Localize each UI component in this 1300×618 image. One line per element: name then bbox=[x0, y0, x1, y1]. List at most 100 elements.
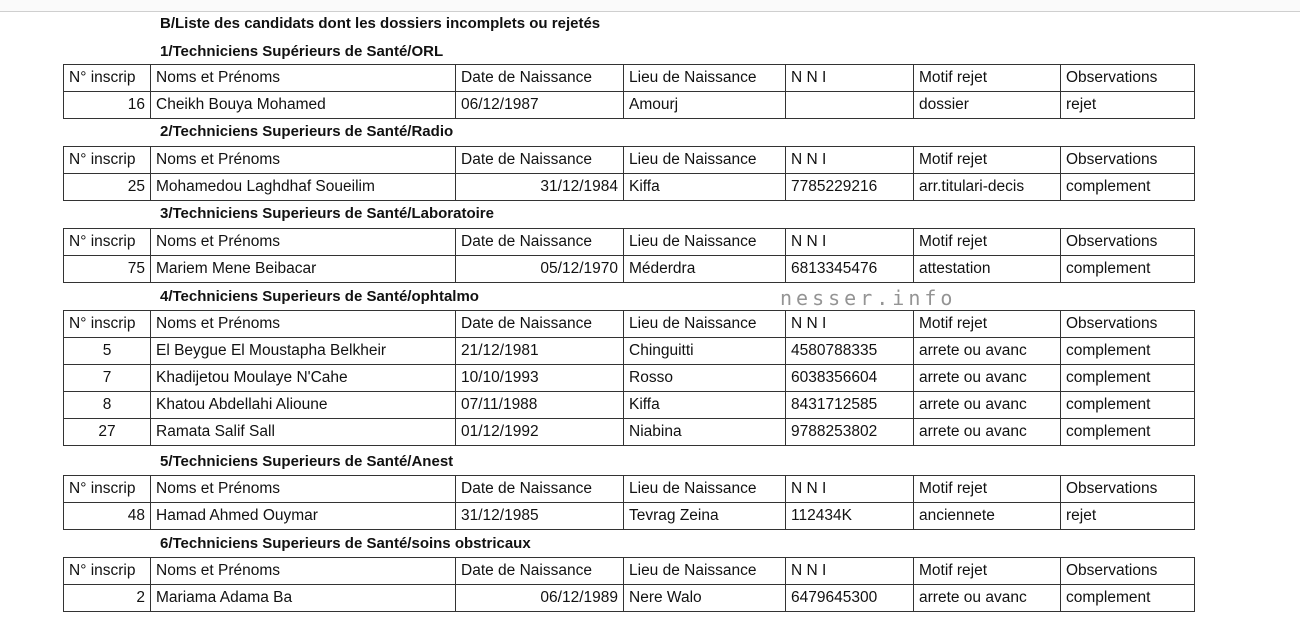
column-header: Noms et Prénoms bbox=[150, 557, 456, 585]
table-cell: Mariama Adama Ba bbox=[150, 584, 456, 612]
candidates-table: N° inscrip Noms et Prénoms Date de Naissan… bbox=[63, 228, 1195, 283]
table-row: 75 Mariem Mene Beibacar 05/12/1970 Méderdra… bbox=[63, 255, 1195, 283]
column-header: N° inscrip bbox=[63, 146, 151, 174]
column-header: N° inscrip bbox=[63, 310, 151, 338]
column-header: Noms et Prénoms bbox=[150, 64, 456, 92]
table-cell: complement bbox=[1060, 418, 1195, 446]
table-cell: 05/12/1970 bbox=[455, 255, 624, 283]
table-cell: 01/12/1992 bbox=[455, 418, 624, 446]
section-heading: 3/Techniciens Superieurs de Santé/Labora… bbox=[160, 205, 494, 222]
table-cell: Chinguitti bbox=[623, 337, 786, 365]
table-cell: Nere Walo bbox=[623, 584, 786, 612]
table-cell: 6038356604 bbox=[785, 364, 914, 392]
top-band bbox=[0, 0, 1300, 12]
table-cell: Amourj bbox=[623, 91, 786, 119]
header-row: N° inscrip Noms et Prénoms Date de Naissan… bbox=[63, 228, 1195, 256]
column-header: N° inscrip bbox=[63, 475, 151, 503]
column-header: Motif rejet bbox=[913, 228, 1061, 256]
table-cell: 4580788335 bbox=[785, 337, 914, 365]
header-row: N° inscrip Noms et Prénoms Date de Naissan… bbox=[63, 475, 1195, 503]
column-header: Date de Naissance bbox=[455, 310, 624, 338]
column-header: Noms et Prénoms bbox=[150, 475, 456, 503]
table-cell: complement bbox=[1060, 337, 1195, 365]
table-cell: arrete ou avanc bbox=[913, 584, 1061, 612]
table-cell: 06/12/1989 bbox=[455, 584, 624, 612]
table-cell: El Beygue El Moustapha Belkheir bbox=[150, 337, 456, 365]
table-cell: arrete ou avanc bbox=[913, 391, 1061, 419]
section-heading: 2/Techniciens Superieurs de Santé/Radio bbox=[160, 123, 454, 140]
column-header: Observations bbox=[1060, 146, 1195, 174]
column-header: Lieu de Naissance bbox=[623, 557, 786, 585]
column-header: N N I bbox=[785, 310, 914, 338]
table-cell: 8431712585 bbox=[785, 391, 914, 419]
table-cell: Mariem Mene Beibacar bbox=[150, 255, 456, 283]
header-row: N° inscrip Noms et Prénoms Date de Naissan… bbox=[63, 64, 1195, 92]
column-header: N N I bbox=[785, 557, 914, 585]
table-cell: 6813345476 bbox=[785, 255, 914, 283]
table-cell: 112434K bbox=[785, 502, 914, 530]
table-cell: dossier bbox=[913, 91, 1061, 119]
section-heading: 1/Techniciens Supérieurs de Santé/ORL bbox=[160, 43, 444, 60]
table-cell: 2 bbox=[63, 584, 151, 612]
watermark: nesser.info bbox=[780, 286, 957, 310]
table-cell: 06/12/1987 bbox=[455, 91, 624, 119]
table-cell: 31/12/1985 bbox=[455, 502, 624, 530]
table-cell: arrete ou avanc bbox=[913, 337, 1061, 365]
header-row: N° inscrip Noms et Prénoms Date de Naissan… bbox=[63, 310, 1195, 338]
table-cell: 31/12/1984 bbox=[455, 173, 624, 201]
column-header: Noms et Prénoms bbox=[150, 310, 456, 338]
table-cell: 16 bbox=[63, 91, 151, 119]
candidates-table: N° inscrip Noms et Prénoms Date de Naissan… bbox=[63, 146, 1195, 201]
table-cell: rejet bbox=[1060, 502, 1195, 530]
table-cell: 5 bbox=[63, 337, 151, 365]
column-header: Motif rejet bbox=[913, 146, 1061, 174]
column-header: Motif rejet bbox=[913, 64, 1061, 92]
table-cell: Cheikh Bouya Mohamed bbox=[150, 91, 456, 119]
table-row: 7 Khadijetou Moulaye N'Cahe 10/10/1993 Ross… bbox=[63, 364, 1195, 392]
table-cell: anciennete bbox=[913, 502, 1061, 530]
table-cell: 7785229216 bbox=[785, 173, 914, 201]
table-cell: Khatou Abdellahi Alioune bbox=[150, 391, 456, 419]
candidates-table: N° inscrip Noms et Prénoms Date de Naissan… bbox=[63, 475, 1195, 530]
table-cell: 75 bbox=[63, 255, 151, 283]
column-header: Lieu de Naissance bbox=[623, 146, 786, 174]
table-row: 8 Khatou Abdellahi Alioune 07/11/1988 Kiffa… bbox=[63, 391, 1195, 419]
table-cell: Rosso bbox=[623, 364, 786, 392]
table-row: 25 Mohamedou Laghdhaf Soueilim 31/12/1984 K… bbox=[63, 173, 1195, 201]
column-header: Observations bbox=[1060, 310, 1195, 338]
table-cell: Mohamedou Laghdhaf Soueilim bbox=[150, 173, 456, 201]
column-header: Motif rejet bbox=[913, 557, 1061, 585]
table-cell: 21/12/1981 bbox=[455, 337, 624, 365]
column-header: Date de Naissance bbox=[455, 64, 624, 92]
column-header: Noms et Prénoms bbox=[150, 228, 456, 256]
column-header: Observations bbox=[1060, 64, 1195, 92]
table-cell bbox=[785, 91, 914, 119]
table-cell: 8 bbox=[63, 391, 151, 419]
candidates-table: N° inscrip Noms et Prénoms Date de Naissan… bbox=[63, 64, 1195, 119]
column-header: N N I bbox=[785, 475, 914, 503]
header-row: N° inscrip Noms et Prénoms Date de Naissan… bbox=[63, 557, 1195, 585]
table-cell: 07/11/1988 bbox=[455, 391, 624, 419]
column-header: N° inscrip bbox=[63, 64, 151, 92]
column-header: N N I bbox=[785, 146, 914, 174]
table-cell: arrete ou avanc bbox=[913, 418, 1061, 446]
table-cell: Khadijetou Moulaye N'Cahe bbox=[150, 364, 456, 392]
table-cell: complement bbox=[1060, 391, 1195, 419]
column-header: Lieu de Naissance bbox=[623, 310, 786, 338]
table-row: 5 El Beygue El Moustapha Belkheir 21/12/19… bbox=[63, 337, 1195, 365]
candidates-table: N° inscrip Noms et Prénoms Date de Naissan… bbox=[63, 310, 1195, 446]
table-cell: Kiffa bbox=[623, 391, 786, 419]
column-header: Date de Naissance bbox=[455, 228, 624, 256]
candidates-table: N° inscrip Noms et Prénoms Date de Naissan… bbox=[63, 557, 1195, 612]
table-cell: 7 bbox=[63, 364, 151, 392]
column-header: Observations bbox=[1060, 475, 1195, 503]
header-row: N° inscrip Noms et Prénoms Date de Naissan… bbox=[63, 146, 1195, 174]
column-header: Date de Naissance bbox=[455, 557, 624, 585]
section-heading: 5/Techniciens Superieurs de Santé/Anest bbox=[160, 453, 454, 470]
column-header: Lieu de Naissance bbox=[623, 64, 786, 92]
table-cell: attestation bbox=[913, 255, 1061, 283]
table-cell: Niabina bbox=[623, 418, 786, 446]
column-header: N N I bbox=[785, 228, 914, 256]
table-cell: complement bbox=[1060, 173, 1195, 201]
table-cell: Hamad Ahmed Ouymar bbox=[150, 502, 456, 530]
